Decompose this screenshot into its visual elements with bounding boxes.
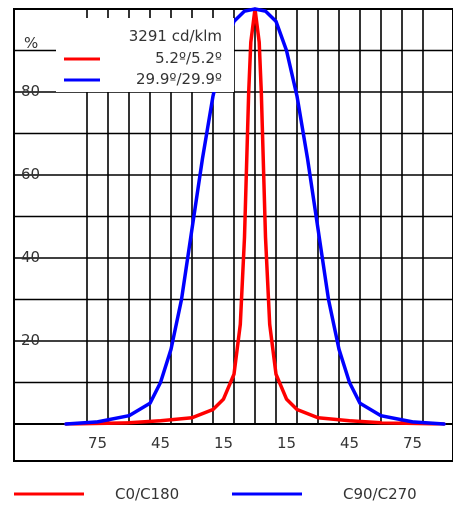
x-tick-label: 75 bbox=[403, 434, 422, 452]
y-tick-label: 20 bbox=[21, 331, 40, 349]
legend-bottom: C0/C180 C90/C270 bbox=[14, 485, 417, 503]
y-tick-label: 40 bbox=[21, 248, 40, 266]
y-tick-label: 80 bbox=[21, 82, 40, 100]
x-tick-label: 15 bbox=[277, 434, 296, 452]
x-tick-label: 45 bbox=[340, 434, 359, 452]
y-axis-unit-label: % bbox=[24, 34, 38, 52]
series-layer bbox=[64, 7, 446, 426]
legend-inside-label: 29.9º/29.9º bbox=[136, 70, 222, 88]
x-tick-labels: 75 45 15 15 45 75 bbox=[88, 434, 422, 452]
legend-bottom-label: C0/C180 bbox=[115, 485, 179, 503]
legend-inside: 3291 cd/klm 5.2º/5.2º 29.9º/29.9º bbox=[56, 18, 234, 92]
x-tick-label: 45 bbox=[151, 434, 170, 452]
legend-header: 3291 cd/klm bbox=[129, 27, 222, 45]
x-tick-label: 15 bbox=[214, 434, 233, 452]
legend-inside-label: 5.2º/5.2º bbox=[155, 49, 222, 67]
y-tick-label: 60 bbox=[21, 165, 40, 183]
series-line-2 bbox=[64, 7, 446, 426]
legend-bottom-label: C90/C270 bbox=[343, 485, 417, 503]
x-tick-label: 75 bbox=[88, 434, 107, 452]
plot-frame bbox=[13, 8, 453, 462]
y-tick-labels: 20 40 60 80 bbox=[21, 82, 40, 349]
